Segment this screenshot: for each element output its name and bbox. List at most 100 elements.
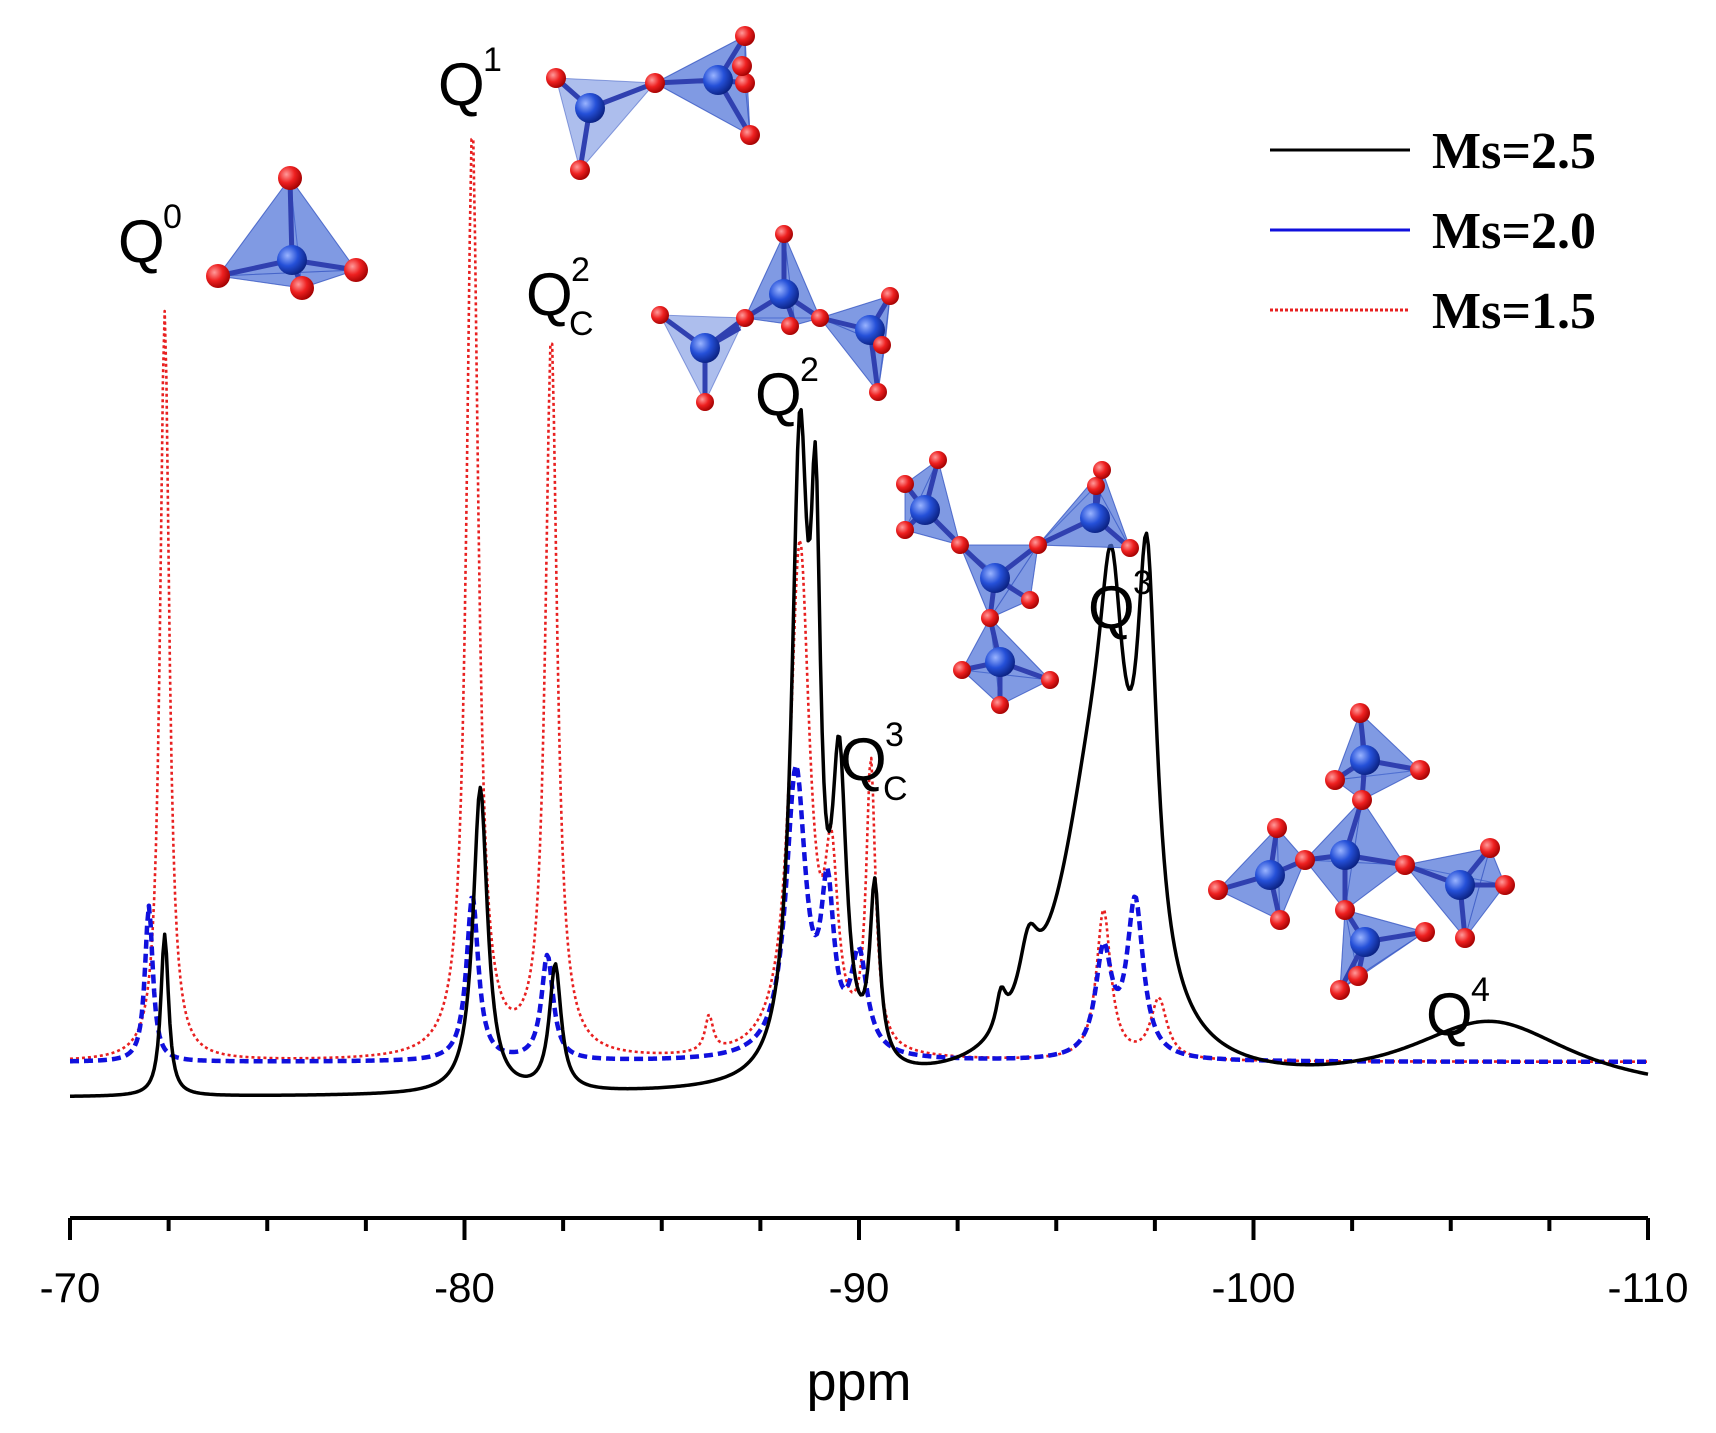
oxygen-atom — [981, 609, 999, 627]
silicon-atom — [769, 279, 799, 309]
series-line-ms-2-5 — [69, 408, 1649, 1098]
oxygen-atom — [1121, 539, 1139, 557]
oxygen-atom — [951, 536, 969, 554]
oxygen-atom — [290, 276, 314, 300]
silicon-atom — [1445, 870, 1475, 900]
peak-label-subscript: C — [569, 305, 594, 343]
x-axis-title: ppm — [806, 1352, 911, 1412]
oxygen-atom — [546, 68, 566, 88]
silicon-atom — [910, 495, 940, 525]
x-tick-label: -70 — [40, 1264, 101, 1311]
q3-branched-structure — [896, 451, 1139, 714]
q2-chain-structure — [651, 225, 899, 411]
silicon-atom — [985, 647, 1015, 677]
series-line-ms-2-0 — [69, 763, 1649, 1065]
oxygen-atom — [1270, 910, 1290, 930]
oxygen-atom — [1348, 966, 1368, 986]
oxygen-atom — [896, 475, 914, 493]
silicon-atom — [690, 333, 720, 363]
oxygen-atom — [811, 309, 829, 327]
x-tick-label: -100 — [1211, 1264, 1295, 1311]
oxygen-atom — [740, 125, 760, 145]
oxygen-atom — [1410, 760, 1430, 780]
oxygen-atom — [781, 317, 799, 335]
silicon-atom — [1080, 503, 1110, 533]
peak-label-base: Q — [755, 361, 802, 428]
oxygen-atom — [1208, 880, 1228, 900]
peak-label-q0: Q0 — [118, 198, 182, 275]
oxygen-atom — [1087, 477, 1105, 495]
peak-label-superscript: 2 — [800, 351, 819, 389]
peak-label-q2c: Q2 C — [526, 251, 594, 343]
legend-label: Ms=2.5 — [1432, 123, 1596, 180]
x-axis: -70 -80 -90 -100 -110 ppm — [40, 1216, 1689, 1412]
oxygen-atom — [873, 336, 891, 354]
peak-label-base: Q — [438, 51, 485, 118]
peak-label-base: Q — [840, 726, 887, 793]
peak-label-superscript: 4 — [1471, 971, 1490, 1009]
x-tick-label: -90 — [829, 1264, 890, 1311]
x-tick-label: -110 — [1608, 1264, 1689, 1311]
silicon-atom — [575, 93, 605, 123]
oxygen-atom — [869, 383, 887, 401]
oxygen-atom — [645, 73, 665, 93]
peak-label-superscript: 3 — [1133, 564, 1152, 602]
q4-network-structure — [1208, 703, 1515, 1000]
peak-label-q3: Q3 — [1088, 564, 1152, 641]
oxygen-atom — [953, 661, 971, 679]
legend-label: Ms=1.5 — [1432, 283, 1596, 340]
oxygen-atom — [736, 309, 754, 327]
oxygen-atom — [896, 521, 914, 539]
peak-label-base: Q — [526, 261, 573, 328]
oxygen-atom — [1041, 671, 1059, 689]
oxygen-atom — [732, 56, 752, 76]
oxygen-atom — [735, 26, 755, 46]
peak-label-superscript: 2 — [571, 251, 590, 289]
oxygen-atom — [1029, 536, 1047, 554]
oxygen-atom — [775, 225, 793, 243]
silicate-structures — [206, 26, 1515, 1000]
silicon-atom — [1330, 840, 1360, 870]
q1-dimer-structure — [546, 26, 760, 180]
series-line-ms-1-5 — [69, 137, 1648, 1064]
oxygen-atom — [881, 287, 899, 305]
peak-label-q2: Q2 — [755, 351, 819, 428]
oxygen-atom — [1335, 900, 1355, 920]
peak-label-base: Q — [118, 208, 165, 275]
x-axis-ticks: -70 -80 -90 -100 -110 — [40, 1218, 1689, 1311]
oxygen-atom — [1495, 875, 1515, 895]
oxygen-atom — [1455, 928, 1475, 948]
spectrum-curves — [69, 137, 1649, 1098]
oxygen-atom — [929, 451, 947, 469]
oxygen-atom — [278, 166, 302, 190]
peak-label-q3c: Q3 C — [840, 716, 908, 808]
oxygen-atom — [991, 696, 1009, 714]
oxygen-atom — [1325, 770, 1345, 790]
peak-label-superscript: 0 — [163, 198, 182, 236]
oxygen-atom — [651, 306, 669, 324]
oxygen-atom — [1350, 703, 1370, 723]
oxygen-atom — [344, 258, 368, 282]
oxygen-atom — [1352, 790, 1372, 810]
legend: Ms=2.5 Ms=2.0 Ms=1.5 — [1270, 123, 1596, 340]
peak-label-subscript: C — [883, 770, 908, 808]
oxygen-atom — [570, 160, 590, 180]
oxygen-atom — [1021, 591, 1039, 609]
oxygen-atom — [735, 73, 755, 93]
x-tick-label: -80 — [434, 1264, 495, 1311]
peak-label-q1: Q1 — [438, 41, 502, 118]
peak-label-superscript: 1 — [483, 41, 502, 79]
silicon-atom — [703, 65, 733, 95]
silicon-atom — [277, 245, 307, 275]
oxygen-atom — [1415, 922, 1435, 942]
peak-label-base: Q — [1088, 574, 1135, 641]
oxygen-atom — [1267, 818, 1287, 838]
oxygen-atom — [696, 393, 714, 411]
oxygen-atom — [1480, 838, 1500, 858]
q0-monomer-structure — [206, 166, 368, 300]
oxygen-atom — [1093, 461, 1111, 479]
oxygen-atom — [206, 264, 230, 288]
oxygen-atom — [1330, 980, 1350, 1000]
